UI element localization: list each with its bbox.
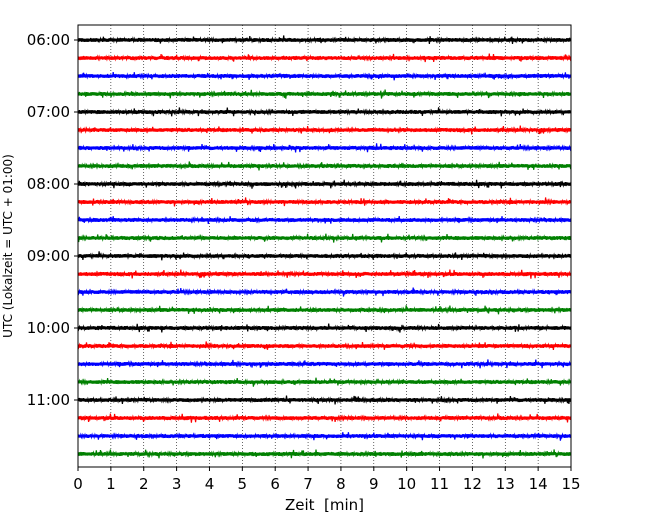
trace-0745 — [77, 161, 572, 171]
trace-0915 — [77, 269, 572, 279]
y-tick-label-1100: 11:00 — [27, 391, 70, 409]
trace-0700 — [77, 107, 572, 117]
trace-0945 — [77, 305, 572, 315]
trace-0930 — [77, 287, 572, 297]
x-tick-label-3: 3 — [172, 475, 182, 493]
x-tick-label-10: 10 — [397, 475, 416, 493]
x-tick-label-15: 15 — [561, 475, 580, 493]
trace-0615 — [77, 53, 572, 63]
trace-1015 — [77, 341, 572, 350]
x-tick-label-0: 0 — [73, 475, 83, 493]
trace-0800 — [77, 179, 572, 189]
trace-1045 — [77, 377, 572, 387]
x-tick-label-14: 14 — [529, 475, 548, 493]
y-tick-label-0600: 06:00 — [27, 31, 70, 49]
plot-frame — [77, 24, 572, 468]
trace-0715 — [77, 125, 572, 135]
trace-1130 — [77, 432, 572, 441]
x-tick-label-11: 11 — [430, 475, 449, 493]
x-tick-label-12: 12 — [463, 475, 482, 493]
x-tick-label-8: 8 — [336, 475, 346, 493]
y-axis-label: UTC (Lokalzeit = UTC + 01:00) — [1, 154, 15, 338]
y-tick-label-1000: 10:00 — [27, 319, 70, 337]
y-tick-label-0700: 07:00 — [27, 103, 70, 121]
x-tick-label-7: 7 — [303, 475, 313, 493]
trace-1145 — [77, 449, 572, 459]
trace-0600 — [77, 35, 572, 44]
x-tick-label-2: 2 — [139, 475, 149, 493]
x-tick-label-5: 5 — [238, 475, 248, 493]
trace-0815 — [77, 197, 572, 207]
x-tick-label-1: 1 — [106, 475, 116, 493]
seismic-traces — [77, 35, 572, 459]
y-axis-ticks: 06:00 07:00 08:00 09:00 10:00 11:00 — [27, 31, 78, 409]
trace-0830 — [77, 216, 572, 224]
x-axis-label: Zeit [min] — [285, 496, 364, 514]
y-tick-label-0800: 08:00 — [27, 175, 70, 193]
trace-1000 — [77, 323, 572, 333]
x-axis-ticks: 0 1 2 3 4 5 6 7 8 9 10 11 12 13 14 15 — [73, 467, 581, 493]
trace-1115 — [77, 413, 572, 423]
x-tick-label-6: 6 — [270, 475, 280, 493]
trace-1030 — [77, 359, 572, 369]
trace-0900 — [77, 251, 572, 261]
x-tick-label-9: 9 — [369, 475, 379, 493]
trace-0730 — [77, 143, 572, 153]
trace-0630 — [77, 72, 572, 81]
x-tick-label-4: 4 — [205, 475, 215, 493]
x-tick-label-13: 13 — [496, 475, 515, 493]
trace-0645 — [77, 89, 572, 99]
trace-0845 — [77, 233, 572, 243]
trace-1100 — [77, 395, 572, 405]
y-tick-label-0900: 09:00 — [27, 247, 70, 265]
